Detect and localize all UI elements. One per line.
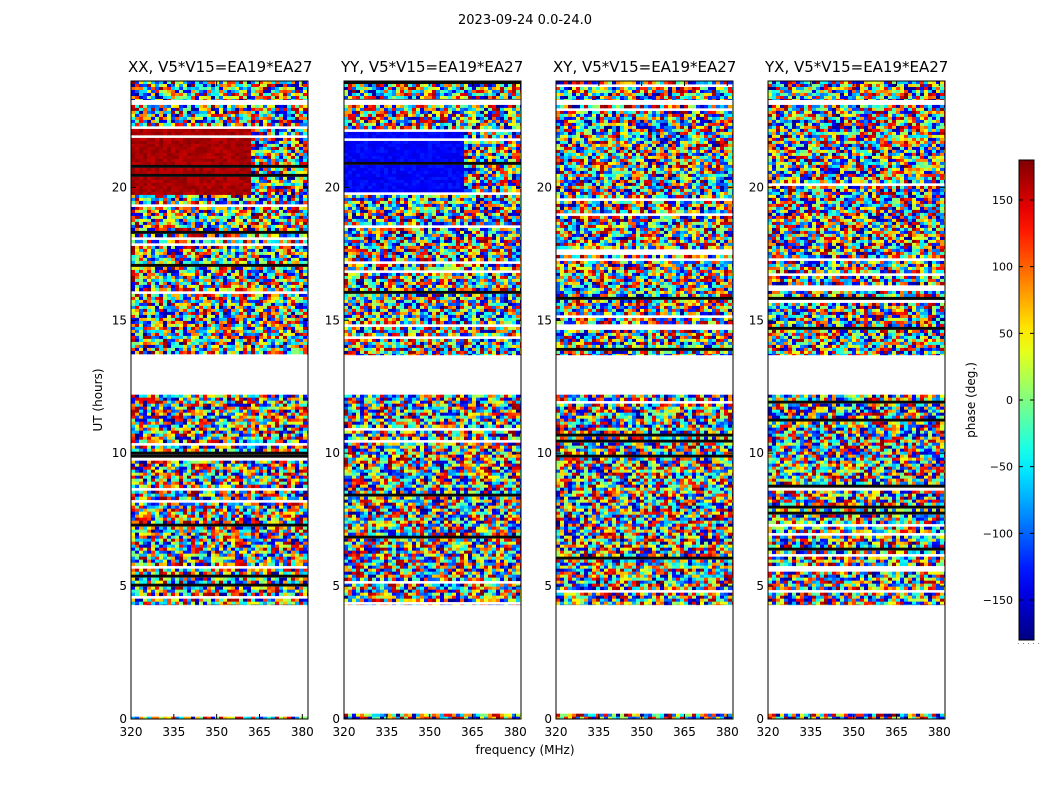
y-tick-label: 5 <box>332 579 340 593</box>
y-tick-label: 10 <box>112 446 127 460</box>
y-tick-label: 20 <box>537 180 552 194</box>
data-block <box>131 395 308 605</box>
data-block <box>768 395 945 605</box>
panel-yy: 0 5 10 15 20 320 335 350 365 380 <box>325 81 527 739</box>
colorbar: 150 100 50 0 −50 −100 −150 <box>983 160 1034 640</box>
x-tick-label: 350 <box>205 725 228 739</box>
y-tick-label: 15 <box>325 313 340 327</box>
x-tick-label: 335 <box>587 725 610 739</box>
colorbar-tick-label: 50 <box>999 327 1013 340</box>
y-tick-label: 10 <box>749 446 764 460</box>
data-block <box>768 105 945 355</box>
x-tick-label: 380 <box>504 725 527 739</box>
data-block <box>344 105 521 355</box>
y-tick-label: 15 <box>112 313 127 327</box>
colorbar-tick-label: 100 <box>992 261 1013 274</box>
panel-yx: 0 5 10 15 20 320 335 350 365 380 <box>749 81 951 739</box>
colorbar-dots: . . . . . <box>1017 637 1040 646</box>
x-tick-label: 350 <box>842 725 865 739</box>
y-tick-label: 15 <box>537 313 552 327</box>
y-tick-label: 0 <box>756 712 764 726</box>
y-tick-label: 10 <box>537 446 552 460</box>
x-tick-label: 365 <box>885 725 908 739</box>
x-tick-label: 350 <box>630 725 653 739</box>
y-tick-label: 0 <box>544 712 552 726</box>
x-tick-label: 365 <box>461 725 484 739</box>
x-tick-label: 365 <box>248 725 271 739</box>
x-tick-label: 380 <box>716 725 739 739</box>
colorbar-tick-label: −150 <box>983 594 1013 607</box>
y-tick-label: 20 <box>112 180 127 194</box>
x-tick-label: 335 <box>375 725 398 739</box>
y-tick-label: 20 <box>325 180 340 194</box>
y-tick-label: 0 <box>332 712 340 726</box>
x-axis-label: frequency (MHz) <box>0 743 1050 757</box>
y-tick-label: 15 <box>749 313 764 327</box>
x-tick-label: 365 <box>673 725 696 739</box>
data-block <box>556 395 733 605</box>
y-tick-label: 0 <box>119 712 127 726</box>
x-tick-label: 320 <box>545 725 568 739</box>
data-block <box>768 81 945 100</box>
y-tick-label: 5 <box>756 579 764 593</box>
x-tick-label: 350 <box>418 725 441 739</box>
chart-canvas: 0 5 10 15 20 320 335 350 365 380 0 5 10 15 20 320 335 350… <box>0 0 1050 800</box>
x-tick-label: 320 <box>757 725 780 739</box>
data-block <box>131 105 308 354</box>
data-block <box>556 81 733 100</box>
colorbar-tick-label: 0 <box>1006 394 1013 407</box>
x-tick-label: 335 <box>162 725 185 739</box>
panel-xx: 0 5 10 15 20 320 335 350 365 380 <box>112 81 314 739</box>
y-tick-label: 10 <box>325 446 340 460</box>
x-tick-label: 380 <box>928 725 951 739</box>
x-tick-label: 335 <box>799 725 822 739</box>
colorbar-label: phase (deg.) <box>964 362 978 438</box>
panel-xy: 0 5 10 15 20 320 335 350 365 380 <box>537 81 739 739</box>
y-tick-label: 20 <box>749 180 764 194</box>
data-block <box>344 395 521 605</box>
colorbar-tick-label: 150 <box>992 194 1013 207</box>
x-tick-label: 320 <box>333 725 356 739</box>
y-axis-label: UT (hours) <box>91 368 105 431</box>
colorbar-tick-label: −100 <box>983 527 1013 540</box>
y-tick-label: 5 <box>119 579 127 593</box>
colorbar-tick-label: −50 <box>990 461 1013 474</box>
x-tick-label: 380 <box>291 725 314 739</box>
x-tick-label: 320 <box>120 725 143 739</box>
y-tick-label: 5 <box>544 579 552 593</box>
data-block <box>344 81 521 100</box>
data-block <box>131 81 308 100</box>
